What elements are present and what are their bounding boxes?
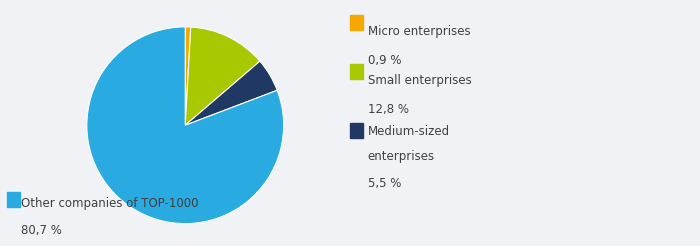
- Text: Other companies of TOP-1000: Other companies of TOP-1000: [21, 197, 199, 210]
- Text: Micro enterprises: Micro enterprises: [368, 25, 470, 38]
- Text: 80,7 %: 80,7 %: [21, 224, 62, 237]
- Text: Medium-sized: Medium-sized: [368, 125, 449, 138]
- Text: 12,8 %: 12,8 %: [368, 103, 409, 116]
- Wedge shape: [87, 27, 284, 224]
- Wedge shape: [186, 27, 260, 125]
- Text: 5,5 %: 5,5 %: [368, 177, 401, 190]
- Wedge shape: [186, 27, 191, 125]
- Text: enterprises: enterprises: [368, 150, 435, 163]
- Text: Small enterprises: Small enterprises: [368, 74, 471, 87]
- Text: 0,9 %: 0,9 %: [368, 54, 401, 67]
- Wedge shape: [186, 61, 277, 125]
